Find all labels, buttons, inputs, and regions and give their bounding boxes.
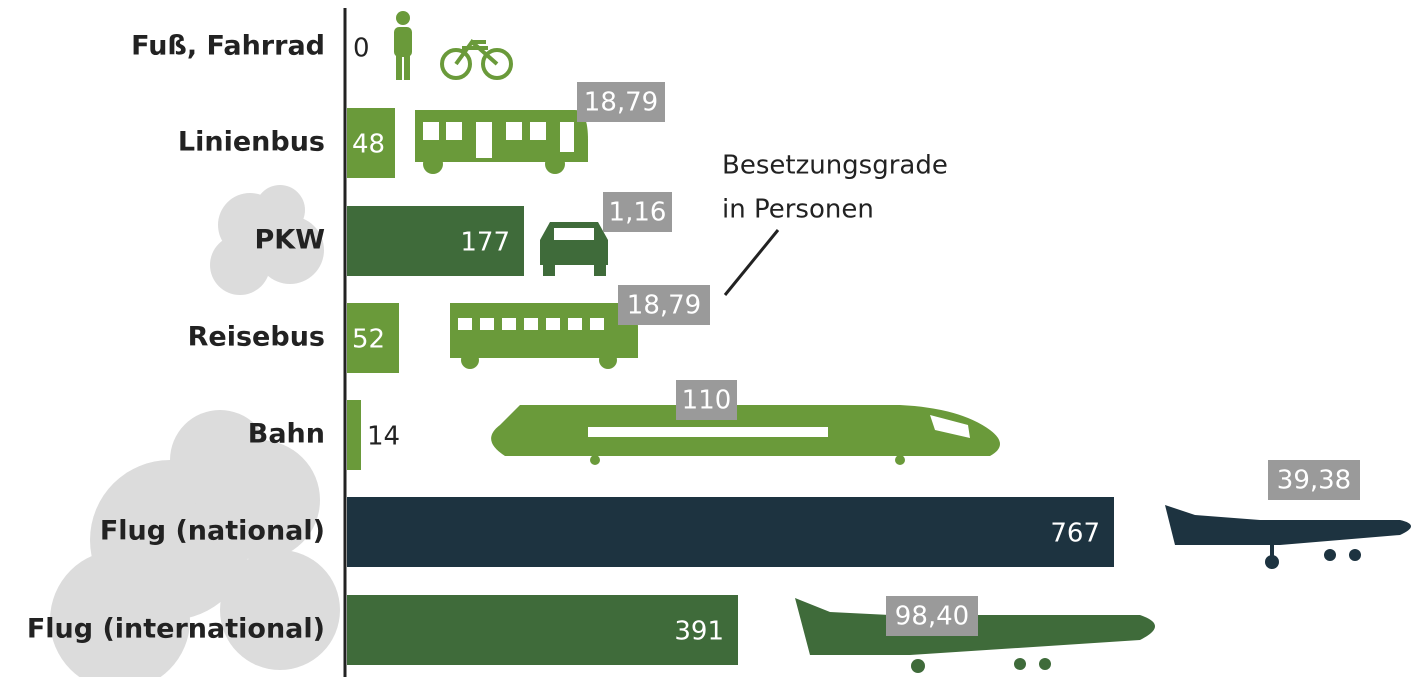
category-label: Bahn bbox=[248, 419, 325, 450]
category-label: Linienbus bbox=[178, 127, 325, 158]
category-label: Fuß, Fahrrad bbox=[131, 31, 325, 62]
annotation: in Personen bbox=[722, 195, 874, 225]
bar bbox=[347, 400, 361, 470]
occupancy-label: 1,16 bbox=[609, 198, 667, 228]
category-label: Flug (national) bbox=[100, 516, 325, 547]
occupancy-label: 18,79 bbox=[584, 88, 658, 118]
value-label: 14 bbox=[367, 422, 400, 452]
occupancy-label: 39,38 bbox=[1277, 466, 1351, 496]
occupancy-label: 18,79 bbox=[627, 291, 701, 321]
chart: Besetzungsgrade in Personen Fuß, Fahrrad… bbox=[0, 0, 1422, 677]
category-label: Reisebus bbox=[188, 322, 325, 353]
annotation: Besetzungsgrade bbox=[722, 151, 948, 181]
value-label: 391 bbox=[674, 617, 724, 647]
bar bbox=[347, 497, 1114, 567]
value-label: 48 bbox=[352, 130, 385, 160]
value-label: 0 bbox=[353, 34, 370, 64]
occupancy-label: 110 bbox=[682, 386, 732, 416]
value-label: 52 bbox=[352, 325, 385, 355]
category-label: PKW bbox=[255, 225, 326, 256]
value-label: 177 bbox=[460, 228, 510, 258]
icons bbox=[394, 11, 1411, 673]
occupancy-label: 98,40 bbox=[895, 602, 969, 632]
category-label: Flug (international) bbox=[27, 614, 325, 645]
value-label: 767 bbox=[1050, 519, 1100, 549]
